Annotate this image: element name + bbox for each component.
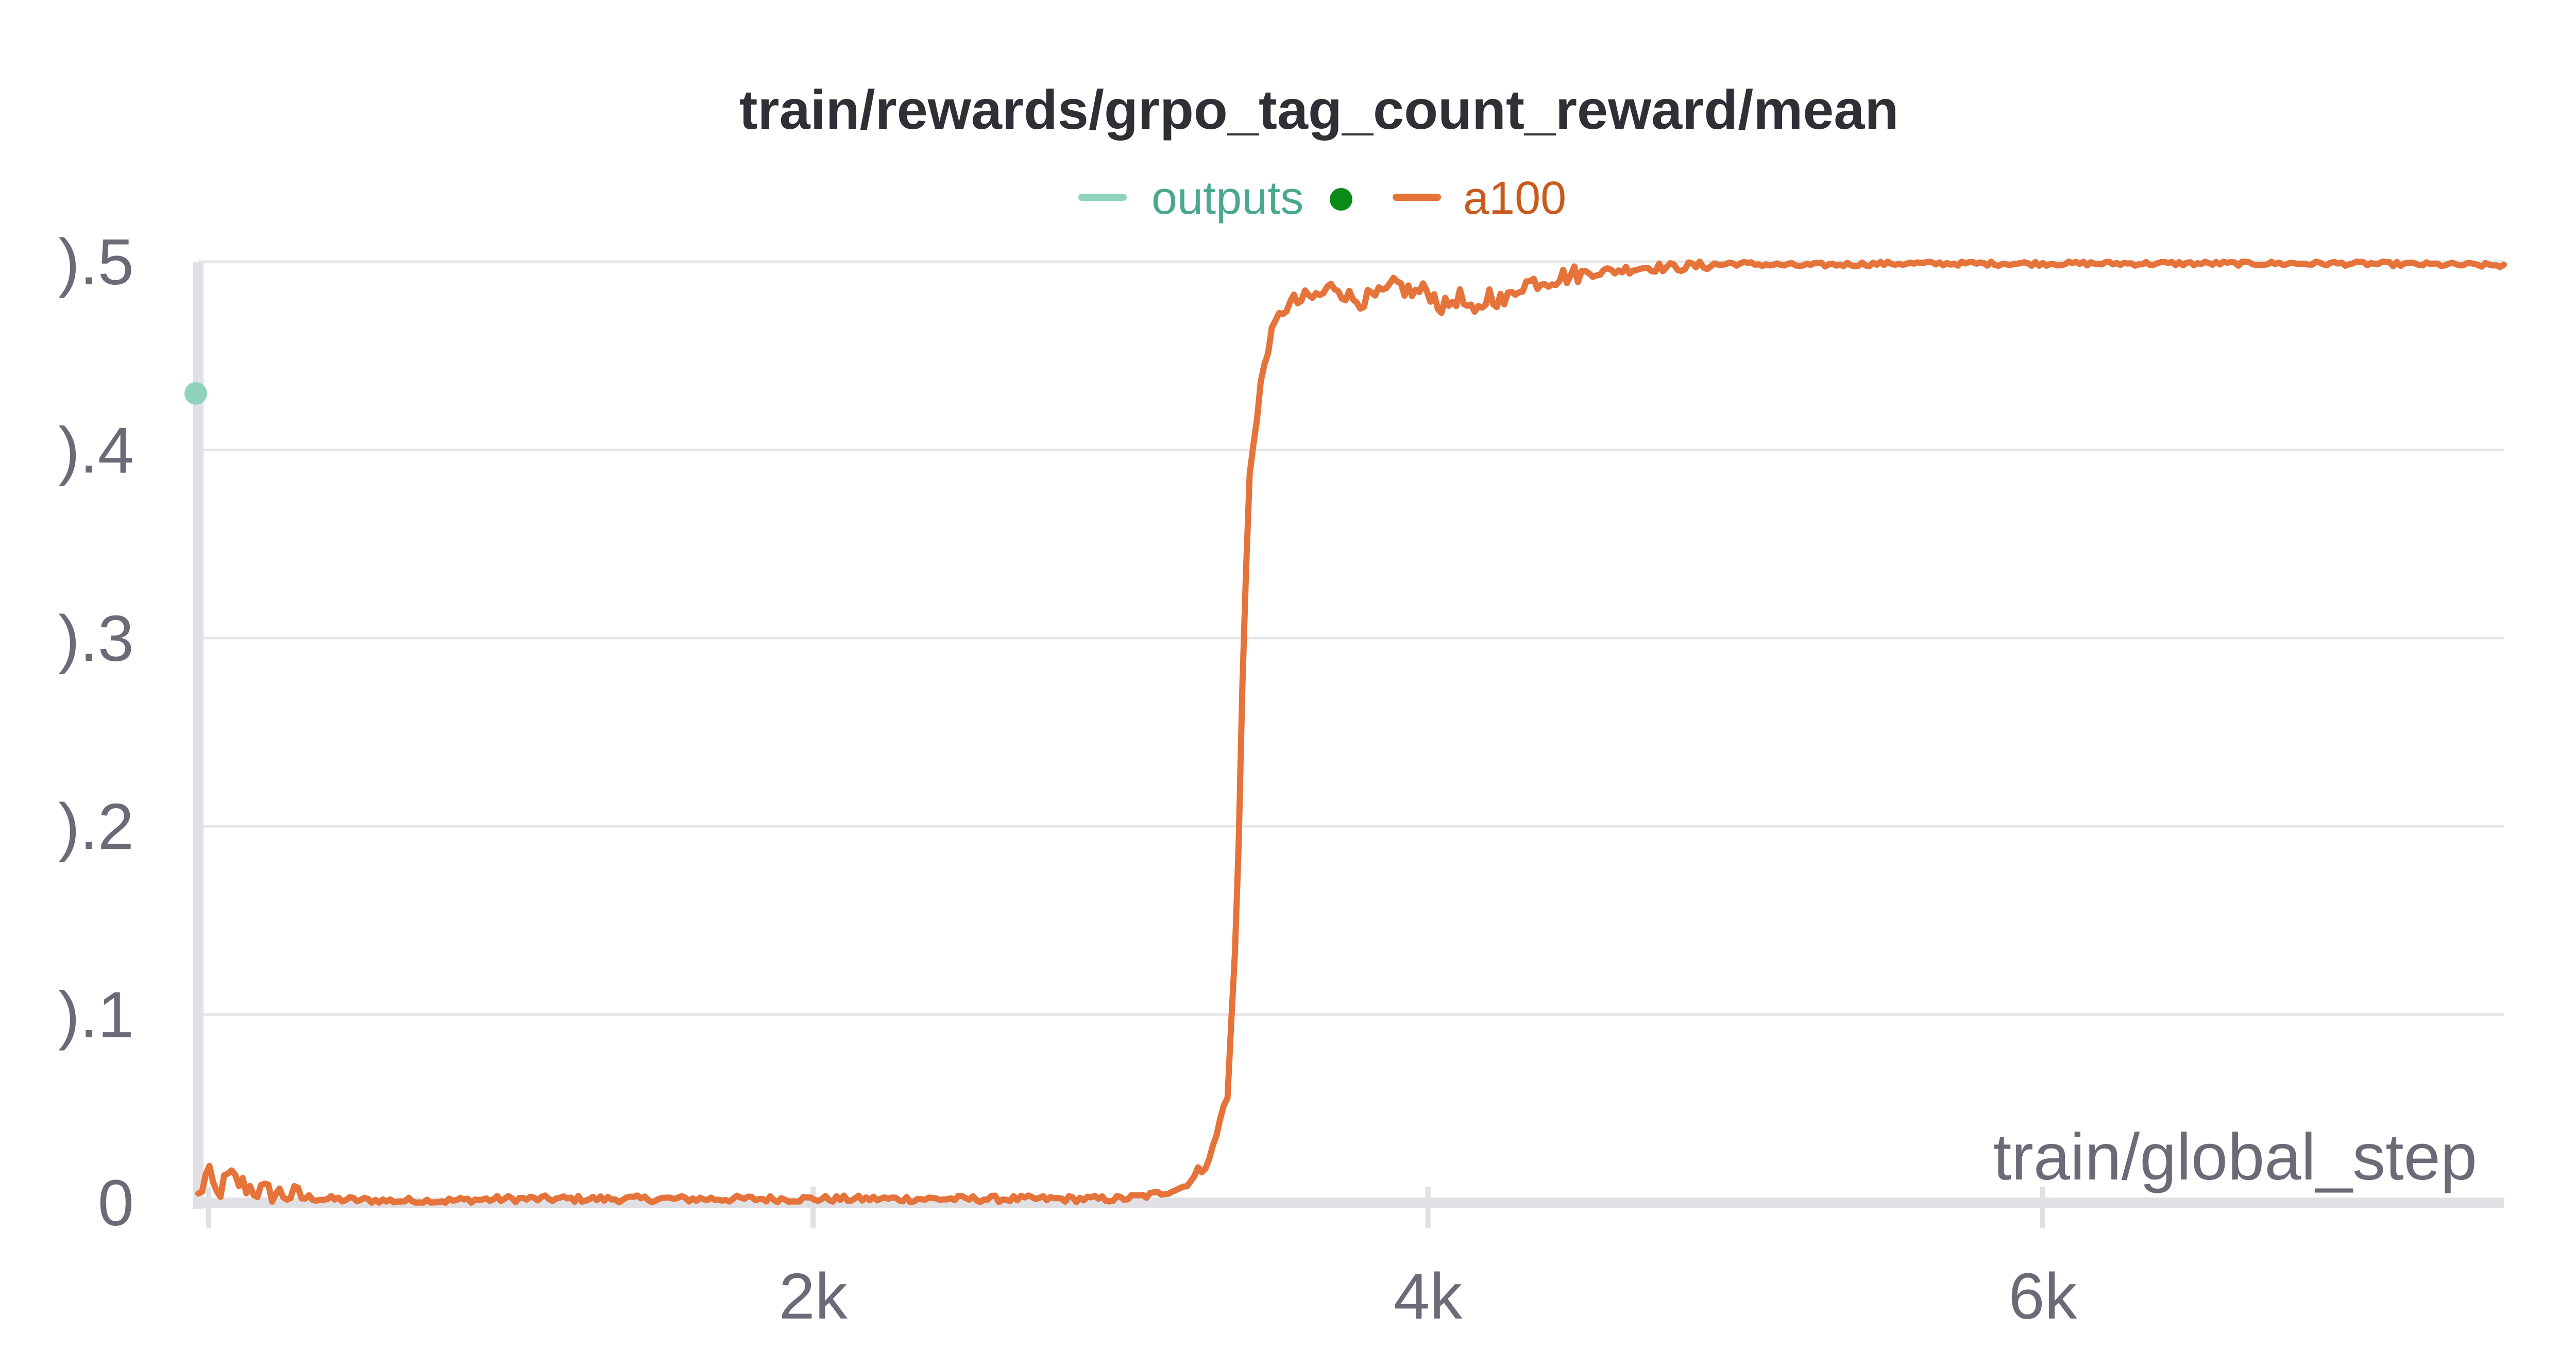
legend-label-outputs[interactable]: outputs bbox=[1151, 173, 1303, 224]
y-tick-label: ).4 bbox=[58, 414, 134, 486]
tick-labels: 0 ).1 ).2 ).3 ).4 ).5 2k 4k 6k bbox=[58, 226, 2078, 1332]
y-tick-label: 0 bbox=[98, 1167, 134, 1239]
y-tick-label: ).1 bbox=[58, 979, 134, 1051]
x-tick-label: 6k bbox=[2008, 1260, 2077, 1332]
y-tick-label: ).3 bbox=[58, 602, 134, 675]
series-point-outputs bbox=[184, 382, 207, 405]
y-tick-label: ).2 bbox=[58, 790, 134, 863]
legend-label-a100[interactable]: a100 bbox=[1463, 173, 1566, 224]
grid-lines bbox=[198, 260, 2504, 1016]
x-tick-label: 2k bbox=[779, 1260, 848, 1332]
x-tick-label: 4k bbox=[1394, 1260, 1463, 1332]
y-tick-label: ).5 bbox=[58, 226, 134, 298]
x-axis-title: train/global_step bbox=[1993, 1120, 2477, 1194]
legend: outputs a100 bbox=[1078, 173, 1566, 224]
series-line-a100 bbox=[195, 259, 2507, 1206]
series-layer bbox=[184, 259, 2507, 1206]
axes bbox=[193, 262, 2504, 1228]
legend-status-dot bbox=[1330, 188, 1352, 211]
chart-title: train/rewards/grpo_tag_count_reward/mean bbox=[739, 78, 1899, 141]
